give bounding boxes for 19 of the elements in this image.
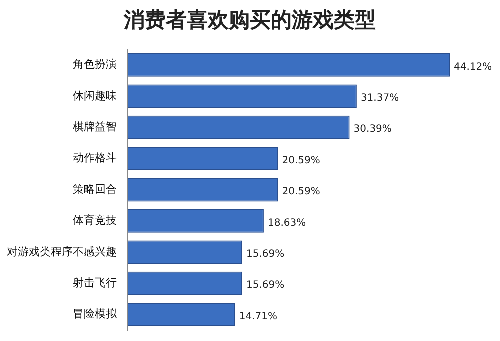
y-tick-label: 冒险模拟	[73, 308, 118, 321]
data-label: 15.69%	[246, 280, 285, 292]
y-tick-label: 策略回合	[73, 182, 117, 196]
data-label: 14.71%	[239, 311, 278, 322]
y-tick-label: 动作格斗	[73, 152, 117, 165]
y-tick-label: 射击飞行	[73, 276, 117, 290]
data-label: 44.12%	[454, 62, 492, 73]
y-tick-label: 对游戏类程序不感兴趣	[7, 245, 117, 258]
y-tick-label: 体育竞技	[73, 214, 117, 228]
data-label: 30.39%	[354, 124, 392, 136]
chart-title: 消费者喜欢购买的游戏类型	[122, 6, 377, 34]
data-label: 18.63%	[268, 218, 306, 229]
data-label: 15.69%	[246, 248, 285, 260]
data-label: 20.59%	[282, 155, 320, 166]
y-tick-label: 角色扮演	[73, 58, 117, 72]
data-label: 31.37%	[360, 92, 400, 104]
y-tick-label: 休闲趣味	[73, 89, 117, 102]
y-tick-label: 棋牌益智	[73, 120, 117, 134]
data-label: 20.59%	[282, 186, 320, 198]
